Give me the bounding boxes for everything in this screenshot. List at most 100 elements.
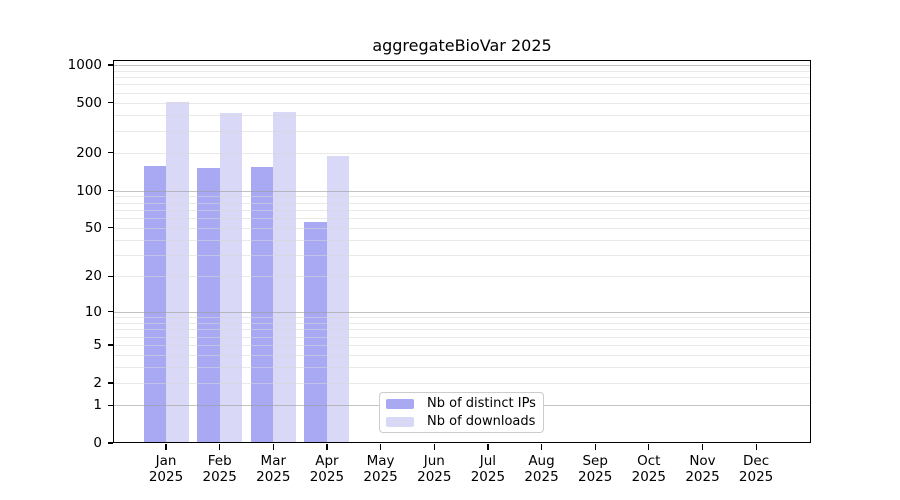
y-tick-label-5: 5 xyxy=(93,337,102,353)
x-tick-label-apr: Apr 2025 xyxy=(295,453,359,485)
y-tick-label-500: 500 xyxy=(76,94,102,111)
legend-item-nb-of-distinct-ips: Nb of distinct IPs xyxy=(386,395,543,411)
y-tick-label-200: 200 xyxy=(76,144,102,161)
gridline-minor-4 xyxy=(113,354,811,356)
legend-label-nb-of-distinct-ips: Nb of distinct IPs xyxy=(427,395,536,411)
x-label-month: Sep xyxy=(582,453,608,469)
x-tick-oct xyxy=(648,444,650,450)
gridline-minor-300 xyxy=(113,130,811,132)
x-label-year: 2025 xyxy=(685,469,720,485)
y-tick-50 xyxy=(108,227,113,229)
x-tick-nov xyxy=(701,444,704,450)
gridline-minor-60 xyxy=(113,218,811,219)
bar-nb-of-distinct-ips-jan xyxy=(143,165,166,443)
x-label-month: Jun xyxy=(423,453,445,469)
x-tick-label-jul: Jul 2025 xyxy=(456,453,520,485)
x-tick-label-sep: Sep 2025 xyxy=(563,453,627,485)
y-tick-label-20: 20 xyxy=(84,268,102,285)
gridline-minor-600 xyxy=(113,92,811,94)
y-tick-2 xyxy=(108,382,113,384)
x-label-month: Oct xyxy=(637,453,661,469)
y-tick-20 xyxy=(108,275,113,278)
x-tick-jun xyxy=(433,444,435,450)
x-tick-may xyxy=(380,444,382,450)
gridline-minor-200 xyxy=(113,152,811,154)
x-tick-label-feb: Feb 2025 xyxy=(188,453,252,485)
y-tick-label-1: 1 xyxy=(93,397,102,414)
y-tick-label-50: 50 xyxy=(84,219,102,236)
gridline-minor-700 xyxy=(113,84,811,86)
x-label-year: 2025 xyxy=(578,469,613,485)
gridline-minor-70 xyxy=(113,209,811,211)
y-tick-1 xyxy=(108,404,113,406)
gridline-major-1000 xyxy=(113,64,811,67)
x-tick-sep xyxy=(594,444,596,450)
y-tick-1000 xyxy=(108,64,113,66)
gridline-minor-7 xyxy=(113,329,811,331)
gridline-minor-400 xyxy=(113,115,811,116)
y-tick-label-10: 10 xyxy=(84,303,102,320)
gridline-minor-90 xyxy=(113,196,811,198)
x-label-month: Dec xyxy=(743,453,770,469)
x-tick-label-mar: Mar 2025 xyxy=(241,453,305,485)
x-label-year: 2025 xyxy=(417,469,452,485)
x-label-year: 2025 xyxy=(524,469,559,485)
x-tick-jul xyxy=(487,444,489,450)
x-tick-label-nov: Nov 2025 xyxy=(671,453,735,485)
x-label-month: Nov xyxy=(689,453,716,469)
bar-nb-of-downloads-feb xyxy=(219,112,243,443)
x-label-year: 2025 xyxy=(631,469,666,485)
bar-nb-of-distinct-ips-feb xyxy=(197,167,220,443)
bar-nb-of-downloads-apr xyxy=(326,156,350,443)
x-tick-jan xyxy=(165,444,167,450)
bar-nb-of-downloads-jan xyxy=(166,101,189,443)
x-tick-aug xyxy=(540,444,543,450)
x-label-month: Jul xyxy=(479,453,497,469)
x-tick-dec xyxy=(755,444,757,450)
x-label-year: 2025 xyxy=(470,469,506,485)
gridline-minor-800 xyxy=(113,77,811,79)
gridline-minor-5 xyxy=(113,345,811,346)
legend: Nb of distinct IPs Nb of downloads xyxy=(379,392,544,433)
x-label-year: 2025 xyxy=(738,469,774,485)
gridline-minor-3 xyxy=(113,367,811,369)
gridline-minor-9 xyxy=(113,317,811,318)
gridline-minor-500 xyxy=(113,102,811,104)
bar-nb-of-distinct-ips-mar xyxy=(250,166,274,443)
x-label-year: 2025 xyxy=(148,469,184,485)
x-label-year: 2025 xyxy=(363,469,398,485)
gridline-major-10 xyxy=(113,311,811,313)
x-tick-label-jun: Jun 2025 xyxy=(402,453,466,485)
x-label-month: Aug xyxy=(528,453,555,469)
x-tick-label-may: May 2025 xyxy=(349,453,413,485)
bar-nb-of-downloads-mar xyxy=(273,112,296,443)
x-label-year: 2025 xyxy=(256,469,291,485)
chart-title: aggregateBioVar 2025 xyxy=(372,36,552,55)
x-tick-mar xyxy=(272,444,274,450)
x-label-year: 2025 xyxy=(202,469,237,485)
gridline-minor-20 xyxy=(113,276,811,278)
gridline-minor-50 xyxy=(113,227,811,229)
gridline-minor-80 xyxy=(113,202,811,204)
plot-area xyxy=(113,60,811,443)
y-tick-100 xyxy=(108,189,113,192)
x-label-month: Mar xyxy=(260,453,287,469)
y-tick-label-1000: 1000 xyxy=(67,56,102,73)
x-label-month: Feb xyxy=(207,453,232,469)
gridline-minor-30 xyxy=(113,255,811,257)
x-tick-label-aug: Aug 2025 xyxy=(510,453,574,485)
x-label-month: Apr xyxy=(315,453,339,469)
gridline-minor-40 xyxy=(113,239,811,241)
gridline-major-100 xyxy=(113,190,811,192)
x-tick-apr xyxy=(326,444,328,450)
gridline-minor-8 xyxy=(113,322,811,324)
x-label-month: May xyxy=(366,453,395,469)
x-tick-label-dec: Dec 2025 xyxy=(724,453,788,485)
x-tick-feb xyxy=(219,444,221,450)
gridline-minor-6 xyxy=(113,336,811,338)
y-tick-0 xyxy=(108,442,113,444)
x-label-year: 2025 xyxy=(309,469,345,485)
legend-item-nb-of-downloads: Nb of downloads xyxy=(386,414,543,429)
y-tick-200 xyxy=(108,152,113,154)
